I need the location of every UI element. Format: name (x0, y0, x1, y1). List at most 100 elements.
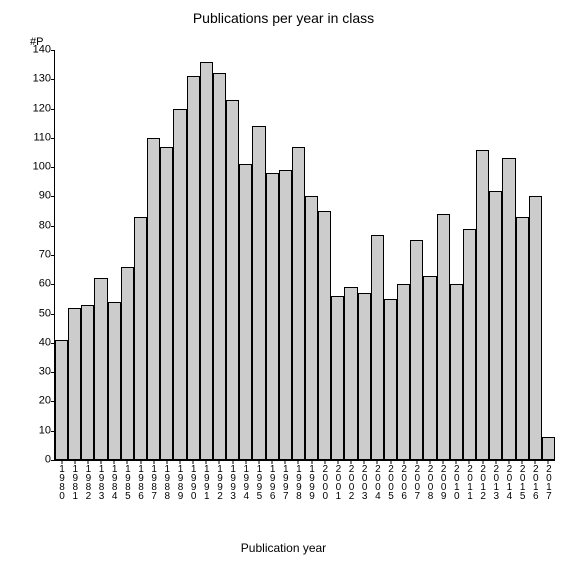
x-tick-label: 2013 (491, 460, 501, 500)
x-tick-label: 1985 (122, 460, 132, 500)
bar (68, 308, 81, 460)
x-tick-label: 1989 (175, 460, 185, 500)
x-tick-label: 1993 (228, 460, 238, 500)
x-tick-label: 2009 (438, 460, 448, 500)
x-tick-label: 1998 (293, 460, 303, 500)
x-tick-label: 2010 (451, 460, 461, 500)
x-tick-label: 2016 (530, 460, 540, 500)
bar (160, 147, 173, 460)
bar (213, 73, 226, 460)
bar (529, 196, 542, 460)
y-tick-label: 110 (25, 132, 51, 143)
bars-group (55, 50, 555, 460)
bar (108, 302, 121, 460)
y-tick-mark (51, 109, 55, 110)
x-tick-label: 2008 (425, 460, 435, 500)
bar (266, 173, 279, 460)
y-tick-mark (51, 167, 55, 168)
y-tick-mark (51, 50, 55, 51)
x-tick-label: 2014 (504, 460, 514, 500)
y-tick-label: 70 (25, 250, 51, 261)
bar (187, 76, 200, 460)
x-tick-label: 1994 (241, 460, 251, 500)
x-tick-label: 2007 (412, 460, 422, 500)
y-tick-label: 30 (25, 367, 51, 378)
bar (121, 267, 134, 460)
y-tick-mark (51, 226, 55, 227)
x-tick-label: 1999 (307, 460, 317, 500)
bar (252, 126, 265, 460)
bar (94, 278, 107, 460)
x-tick-label: 2015 (517, 460, 527, 500)
x-tick-label: 1981 (70, 460, 80, 500)
bar (463, 229, 476, 460)
x-tick-label: 1997 (280, 460, 290, 500)
y-tick-label: 20 (25, 396, 51, 407)
x-tick-label: 2012 (478, 460, 488, 500)
chart-title: Publications per year in class (0, 10, 567, 26)
y-tick-mark (51, 460, 55, 461)
bar (134, 217, 147, 460)
y-tick-label: 140 (25, 45, 51, 56)
x-tick-label: 1992 (214, 460, 224, 500)
y-tick-mark (51, 79, 55, 80)
y-tick-label: 130 (25, 74, 51, 85)
x-tick-label: 2004 (372, 460, 382, 500)
x-tick-label: 2006 (399, 460, 409, 500)
bar (423, 276, 436, 461)
bar (410, 240, 423, 460)
bar (81, 305, 94, 460)
bar (397, 284, 410, 460)
y-tick-mark (51, 196, 55, 197)
y-tick-label: 50 (25, 308, 51, 319)
y-tick-label: 120 (25, 103, 51, 114)
x-tick-label: 1986 (136, 460, 146, 500)
y-tick-mark (51, 314, 55, 315)
x-tick-label: 1996 (267, 460, 277, 500)
x-tick-label: 1984 (109, 460, 119, 500)
y-tick-mark (51, 255, 55, 256)
bar (200, 62, 213, 460)
x-tick-label: 1982 (83, 460, 93, 500)
bar (516, 217, 529, 460)
y-tick-label: 60 (25, 279, 51, 290)
x-axis-label: Publication year (0, 541, 567, 555)
bar (55, 340, 68, 460)
x-tick-label: 1995 (254, 460, 264, 500)
x-tick-label: 2005 (386, 460, 396, 500)
y-tick-label: 0 (25, 455, 51, 466)
plot-area: 0102030405060708090100110120130140198019… (54, 50, 555, 461)
bar (305, 196, 318, 460)
x-tick-label: 2011 (464, 460, 474, 500)
bar (344, 287, 357, 460)
y-tick-label: 90 (25, 191, 51, 202)
x-tick-label: 2003 (359, 460, 369, 500)
y-tick-mark (51, 372, 55, 373)
y-tick-mark (51, 138, 55, 139)
y-tick-mark (51, 343, 55, 344)
y-tick-label: 40 (25, 337, 51, 348)
bar (239, 164, 252, 460)
y-tick-label: 80 (25, 220, 51, 231)
y-tick-mark (51, 401, 55, 402)
x-tick-label: 2000 (320, 460, 330, 500)
chart-container: Publications per year in class #P 010203… (0, 0, 567, 567)
bar (384, 299, 397, 460)
y-tick-mark (51, 431, 55, 432)
x-tick-label: 1991 (201, 460, 211, 500)
bar (331, 296, 344, 460)
y-tick-label: 100 (25, 162, 51, 173)
x-tick-label: 2017 (543, 460, 553, 500)
x-tick-label: 1990 (188, 460, 198, 500)
x-tick-label: 1987 (149, 460, 159, 500)
x-tick-label: 1988 (162, 460, 172, 500)
y-tick-label: 10 (25, 425, 51, 436)
bar (226, 100, 239, 460)
bar (318, 211, 331, 460)
bar (358, 293, 371, 460)
x-tick-label: 1983 (96, 460, 106, 500)
x-tick-label: 2001 (333, 460, 343, 500)
bar (279, 170, 292, 460)
bar (173, 109, 186, 460)
bar (371, 235, 384, 461)
